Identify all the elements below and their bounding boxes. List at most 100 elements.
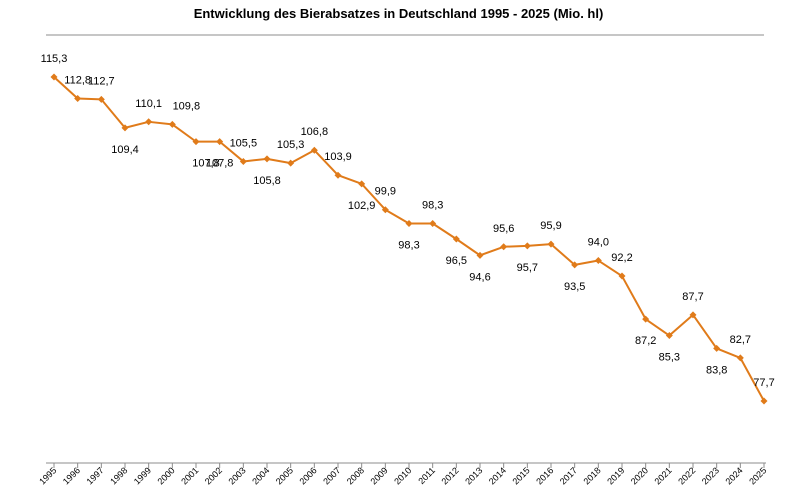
data-point	[571, 261, 579, 269]
data-point	[689, 311, 697, 319]
series-line-segment	[431, 222, 458, 240]
x-tick-label: 2011	[416, 465, 437, 486]
series-line-segment	[597, 259, 623, 278]
data-label: 93,5	[564, 281, 585, 293]
x-tick-label: 2024	[724, 465, 745, 486]
data-label: 106,8	[301, 126, 329, 138]
data-label: 109,4	[111, 144, 139, 156]
x-tick-label: 2021	[653, 465, 674, 486]
data-label: 110,1	[135, 98, 162, 110]
x-tick-label: 2025	[747, 465, 768, 486]
x-tick-label: 2018	[582, 465, 603, 486]
series-line-segment	[360, 182, 387, 211]
x-tick-label: 2017	[558, 465, 579, 486]
data-point	[97, 95, 105, 103]
series-line-segment	[455, 238, 481, 257]
x-tick-label: 2007	[321, 465, 342, 486]
data-point	[642, 315, 650, 323]
data-label: 98,3	[422, 199, 443, 211]
x-tick-label: 1999	[132, 465, 153, 486]
data-label: 77,7	[753, 377, 774, 389]
x-tick-label: 2016	[534, 465, 555, 486]
series-line-segment	[715, 347, 742, 359]
data-markers	[50, 73, 768, 405]
data-label: 98,3	[398, 239, 419, 251]
data-label: 105,5	[230, 137, 258, 149]
series-line-segment	[337, 174, 363, 185]
data-label: 85,3	[659, 352, 680, 364]
data-point	[736, 354, 744, 362]
series-line-segment	[147, 120, 174, 126]
data-point	[121, 124, 129, 132]
series-line-segment	[218, 140, 245, 163]
series-line-segment	[550, 243, 576, 266]
data-point	[500, 243, 508, 251]
series-line-segment	[692, 313, 718, 350]
series-line-segment	[644, 318, 671, 337]
data-point	[192, 138, 200, 146]
data-point	[381, 206, 389, 214]
data-point	[74, 95, 82, 103]
data-point	[405, 219, 413, 227]
data-point	[216, 138, 224, 146]
data-label: 96,5	[446, 255, 467, 267]
data-label: 103,9	[324, 151, 352, 163]
data-point	[594, 257, 602, 265]
series-line-segment	[53, 76, 79, 100]
x-tick-labels: 1995 1996 1997 1998 1999 2000 2001 2002 2003 2004…	[37, 465, 768, 486]
data-point	[263, 155, 271, 163]
x-tick-label: 2008	[345, 465, 366, 486]
data-point	[618, 272, 626, 280]
data-point	[239, 157, 247, 165]
series-line-segment	[621, 275, 647, 321]
data-label: 92,2	[611, 252, 632, 264]
x-tick-label: 2010	[392, 465, 413, 486]
data-point	[452, 235, 460, 243]
data-label: 102,9	[348, 200, 376, 212]
data-point	[713, 344, 721, 352]
x-tick-label: 1997	[85, 465, 106, 486]
x-tick-label: 2005	[274, 465, 295, 486]
chart-title: Entwicklung des Bierabsatzes in Deutschl…	[193, 6, 604, 21]
data-label: 112,8	[64, 75, 91, 87]
data-point	[310, 146, 318, 154]
x-tick-label: 1996	[61, 465, 82, 486]
x-tick-label: 2019	[605, 465, 626, 486]
x-tick-label: 2013	[463, 465, 484, 486]
x-tick-label: 2004	[250, 465, 271, 486]
x-tick-label: 2009	[369, 465, 390, 486]
x-tick-label: 2003	[227, 465, 248, 486]
x-tick-label: 1998	[108, 465, 129, 486]
series-line-segment	[242, 157, 268, 163]
data-label: 107,8	[192, 158, 220, 170]
x-tick-label: 2000	[156, 465, 177, 486]
data-label: 82,7	[730, 334, 751, 346]
series-line-segment	[526, 243, 552, 247]
series-line-segment	[479, 245, 505, 257]
data-label: 87,2	[635, 335, 656, 347]
data-label: 112,7	[88, 75, 115, 87]
data-point	[665, 332, 673, 340]
series-line-segment	[124, 120, 150, 129]
x-tick-label: 2001	[179, 465, 200, 486]
x-tick-label: 2002	[203, 465, 224, 486]
x-tick-label: 2015	[511, 465, 532, 486]
series-line-segment	[668, 313, 694, 337]
series-line-segment	[384, 208, 410, 225]
data-label: 83,8	[706, 364, 727, 376]
series-line-segment	[171, 123, 197, 143]
series-line-segment	[76, 97, 103, 101]
data-point	[50, 73, 58, 81]
data-label: 105,8	[253, 175, 281, 187]
x-tick-label: 2014	[487, 465, 508, 486]
series-line-segment	[502, 244, 529, 248]
x-axis-ticks	[53, 463, 765, 468]
data-point	[168, 120, 176, 128]
series-line-segment	[573, 259, 600, 266]
series-line-layer	[53, 76, 765, 402]
data-label: 95,9	[540, 220, 561, 232]
data-point	[760, 397, 768, 405]
x-tick-label: 2023	[700, 465, 721, 486]
data-label: 115,3	[41, 53, 68, 65]
x-tick-label: 2022	[676, 465, 697, 486]
